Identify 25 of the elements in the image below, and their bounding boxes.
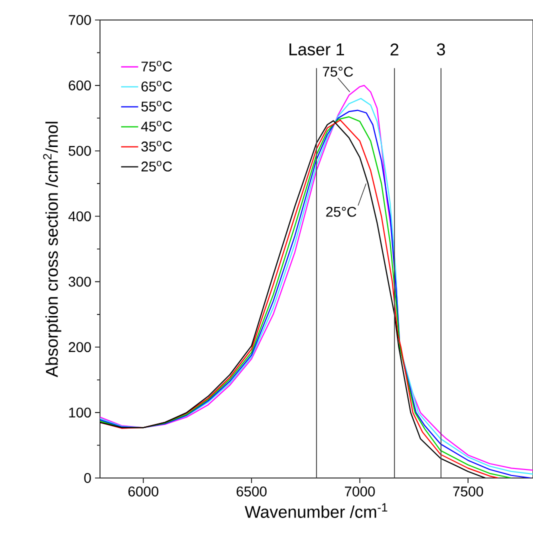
annotation: 25°C [326,206,356,217]
legend-label: 35$^{o}$C [141,140,172,152]
y-tick-label: 200 [68,342,91,352]
y-tick-label: 700 [68,15,91,25]
legend-label: 25$^{o}$C [141,160,172,172]
legend-label: 45$^{o}$C [141,120,172,132]
annotation: 2 [390,44,398,56]
annotation: 75°C [322,66,353,77]
y-tick-label: 100 [69,408,91,418]
x-tick-label: 7000 [344,486,375,496]
y-tick-label: 500 [68,146,91,156]
legend-label: 65$^{o}$C [141,80,172,92]
annotation: Laser 1 [290,44,344,56]
y-tick-label: 600 [68,80,91,90]
y-axis-title: Absorption cross section /cm$^{2}$/mol [43,122,62,378]
x-tick-label: 6000 [128,486,158,496]
y-tick-label: 400 [68,211,91,222]
x-tick-label: 6500 [236,486,267,496]
y-tick-label: 300 [68,276,91,287]
legend-label: 55$^{o}$C [141,100,172,112]
y-tick-label: 0 [84,473,91,483]
x-axis-title: Wavenumber /cm$^{-1}$ [244,503,388,518]
annotation: 3 [436,43,445,56]
x-tick-label: 7500 [453,486,484,496]
legend-label: 75$^{o}$C [142,60,172,72]
